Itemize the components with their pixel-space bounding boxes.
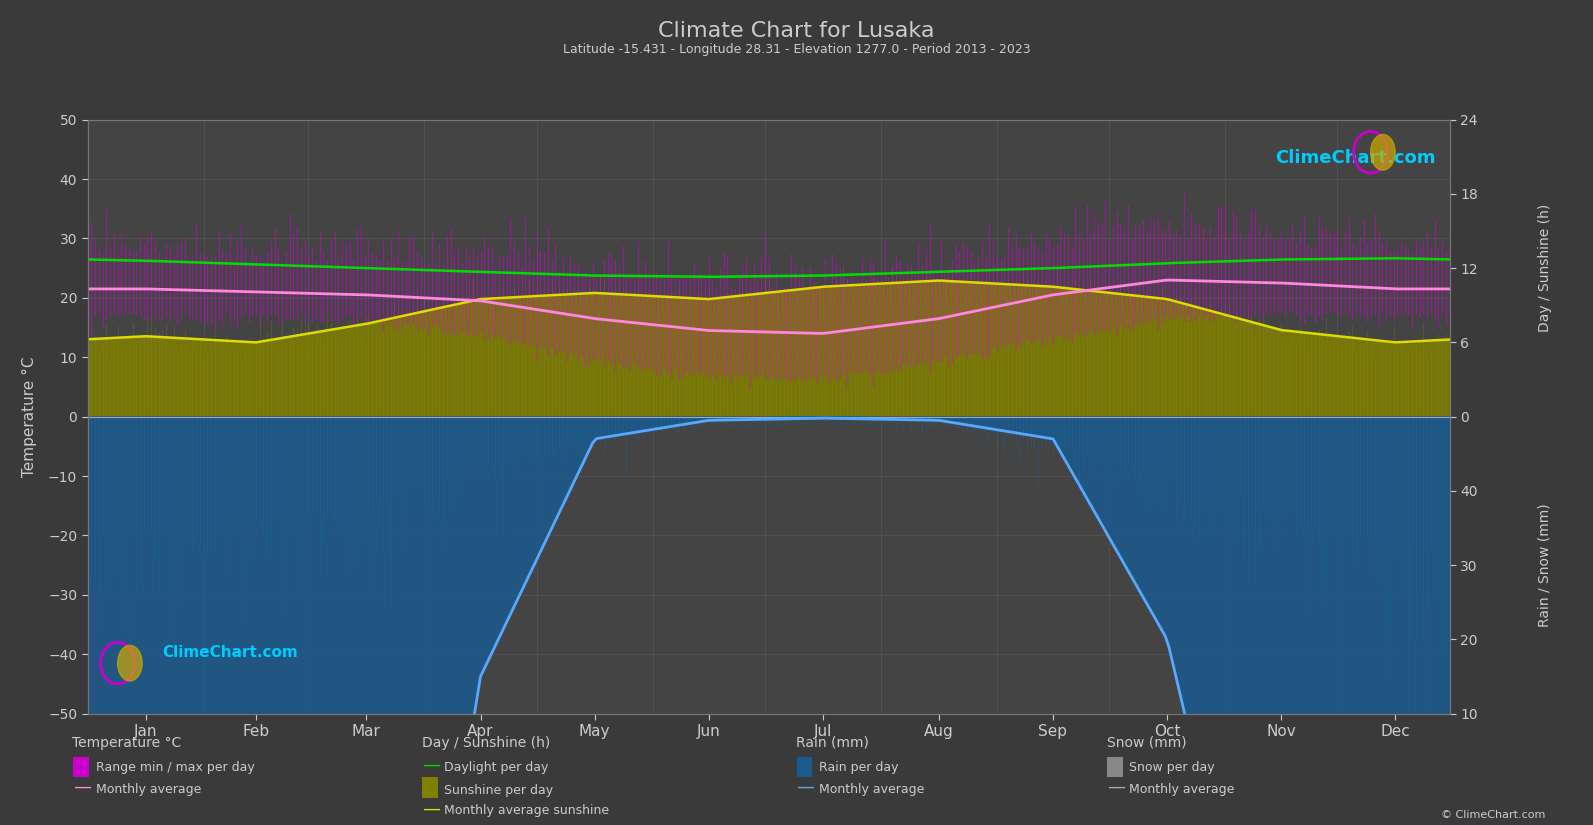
Text: Temperature °C: Temperature °C <box>72 736 182 750</box>
Ellipse shape <box>118 645 142 681</box>
Text: Rain (mm): Rain (mm) <box>796 736 870 750</box>
Text: ClimeChart.com: ClimeChart.com <box>162 645 298 660</box>
Y-axis label: Temperature °C: Temperature °C <box>22 356 37 477</box>
Text: —: — <box>1107 778 1125 796</box>
Text: Daylight per day: Daylight per day <box>444 761 550 774</box>
Text: © ClimeChart.com: © ClimeChart.com <box>1440 810 1545 820</box>
Ellipse shape <box>1370 134 1395 170</box>
Text: Day / Sunshine (h): Day / Sunshine (h) <box>422 736 551 750</box>
Text: —: — <box>422 799 440 818</box>
Text: Snow per day: Snow per day <box>1129 761 1215 775</box>
Text: Monthly average: Monthly average <box>819 783 924 796</box>
Text: ClimeChart.com: ClimeChart.com <box>1276 149 1435 167</box>
Text: Monthly average: Monthly average <box>96 783 201 796</box>
Text: —: — <box>422 756 440 774</box>
Text: Monthly average: Monthly average <box>1129 783 1235 796</box>
Text: Snow (mm): Snow (mm) <box>1107 736 1187 750</box>
Text: Latitude -15.431 - Longitude 28.31 - Elevation 1277.0 - Period 2013 - 2023: Latitude -15.431 - Longitude 28.31 - Ele… <box>562 43 1031 56</box>
Text: Sunshine per day: Sunshine per day <box>444 784 554 797</box>
Text: Range min / max per day: Range min / max per day <box>96 761 255 775</box>
Text: Day / Sunshine (h): Day / Sunshine (h) <box>1537 204 1552 332</box>
Text: Climate Chart for Lusaka: Climate Chart for Lusaka <box>658 21 935 40</box>
Text: —: — <box>796 778 814 796</box>
Text: Rain per day: Rain per day <box>819 761 898 775</box>
Text: Monthly average sunshine: Monthly average sunshine <box>444 804 610 818</box>
Text: —: — <box>73 778 91 796</box>
Text: Rain / Snow (mm): Rain / Snow (mm) <box>1537 503 1552 627</box>
